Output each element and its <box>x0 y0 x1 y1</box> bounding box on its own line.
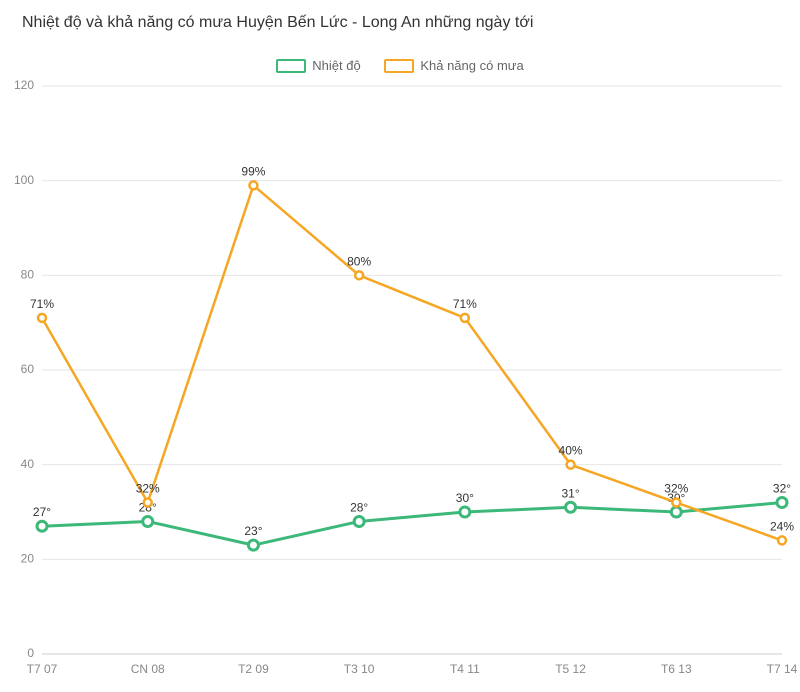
legend-swatch-rain <box>384 59 414 73</box>
svg-text:T7 14: T7 14 <box>767 662 798 676</box>
chart-legend: Nhiệt độ Khả năng có mưa <box>0 58 800 76</box>
svg-text:71%: 71% <box>453 297 477 311</box>
svg-text:31°: 31° <box>561 486 579 500</box>
svg-text:CN 08: CN 08 <box>131 662 165 676</box>
svg-text:32%: 32% <box>136 482 160 496</box>
svg-text:40%: 40% <box>559 444 583 458</box>
svg-text:71%: 71% <box>30 297 54 311</box>
svg-text:99%: 99% <box>241 164 265 178</box>
svg-text:32°: 32° <box>773 482 791 496</box>
legend-label-rain: Khả năng có mưa <box>420 58 523 73</box>
chart-title: Nhiệt độ và khả năng có mưa Huyện Bến Lứ… <box>22 14 533 32</box>
chart-svg: 020406080100120T7 07CN 08T2 09T3 10T4 11… <box>42 86 782 684</box>
svg-text:27°: 27° <box>33 505 51 519</box>
svg-text:T7 07: T7 07 <box>27 662 58 676</box>
svg-text:40: 40 <box>21 457 35 471</box>
svg-text:T6 13: T6 13 <box>661 662 692 676</box>
legend-label-temperature: Nhiệt độ <box>312 58 360 73</box>
svg-text:T4 11: T4 11 <box>450 662 480 676</box>
svg-text:T5 12: T5 12 <box>555 662 586 676</box>
svg-text:24%: 24% <box>770 519 794 533</box>
legend-item-rain[interactable]: Khả năng có mưa <box>384 58 523 73</box>
svg-text:0: 0 <box>27 646 34 660</box>
plot-area: 020406080100120T7 07CN 08T2 09T3 10T4 11… <box>42 86 782 654</box>
svg-text:80%: 80% <box>347 254 371 268</box>
svg-text:20: 20 <box>21 552 35 566</box>
svg-text:28°: 28° <box>350 500 368 514</box>
weather-chart: Nhiệt độ và khả năng có mưa Huyện Bến Lứ… <box>0 0 800 692</box>
svg-text:30°: 30° <box>456 491 474 505</box>
svg-text:T3 10: T3 10 <box>344 662 375 676</box>
legend-swatch-temperature <box>276 59 306 73</box>
svg-text:60: 60 <box>21 362 35 376</box>
svg-text:100: 100 <box>14 173 34 187</box>
legend-item-temperature[interactable]: Nhiệt độ <box>276 58 360 73</box>
svg-text:32%: 32% <box>664 482 688 496</box>
svg-text:T2 09: T2 09 <box>238 662 269 676</box>
svg-text:120: 120 <box>14 78 34 92</box>
svg-text:80: 80 <box>21 268 35 282</box>
svg-text:23°: 23° <box>244 524 262 538</box>
